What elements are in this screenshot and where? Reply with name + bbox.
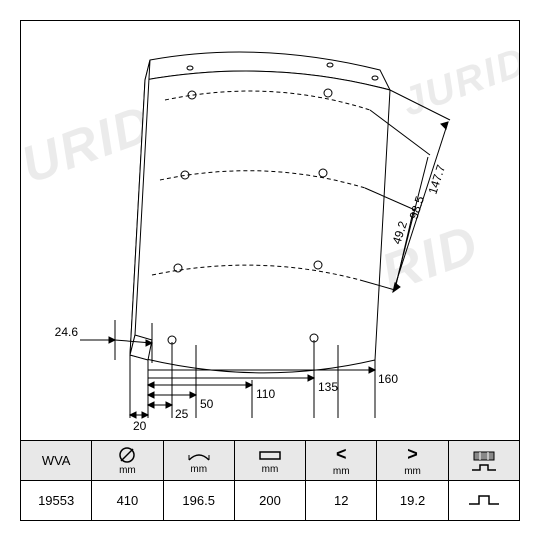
- header-max: > mm: [377, 441, 448, 481]
- header-diameter: mm: [92, 441, 163, 481]
- val-max: 19.2: [377, 481, 448, 521]
- profile-shape-icon: [467, 490, 501, 508]
- dim-b0: 20: [133, 419, 147, 433]
- profile-icon: [470, 450, 498, 472]
- header-wva: WVA: [21, 441, 92, 481]
- dim-b1: 25: [175, 407, 189, 421]
- diameter-icon: [118, 446, 136, 464]
- dim-b5: 160: [378, 372, 398, 386]
- dim-r1: 98.5: [407, 194, 428, 221]
- dim-b2: 50: [200, 397, 214, 411]
- flat-width-icon: [257, 447, 283, 463]
- arc-width-icon: [186, 447, 212, 463]
- header-min: < mm: [306, 441, 377, 481]
- drawing-area: JURID JURID JURID: [20, 20, 520, 440]
- val-diameter: 410: [92, 481, 163, 521]
- dim-b3: 110: [256, 387, 275, 401]
- val-wva: 19553: [21, 481, 92, 521]
- table-value-row: 19553 410 196.5 200 12 19.2: [21, 481, 520, 521]
- header-profile: [448, 441, 519, 481]
- dim-thickness: 24.6: [55, 325, 79, 339]
- brake-lining-diagram: 24.6 20 25 50 110 135 160 49.2 98.5 147.…: [20, 20, 520, 440]
- val-width2: 200: [234, 481, 305, 521]
- dim-b4: 135: [318, 380, 338, 394]
- table-header-row: WVA mm mm mm < mm: [21, 441, 520, 481]
- header-width1: mm: [163, 441, 234, 481]
- spec-table: WVA mm mm mm < mm: [20, 440, 520, 521]
- header-width2: mm: [234, 441, 305, 481]
- val-profile: [448, 481, 519, 521]
- val-min: 12: [306, 481, 377, 521]
- dim-r2: 147.7: [426, 163, 449, 196]
- val-width1: 196.5: [163, 481, 234, 521]
